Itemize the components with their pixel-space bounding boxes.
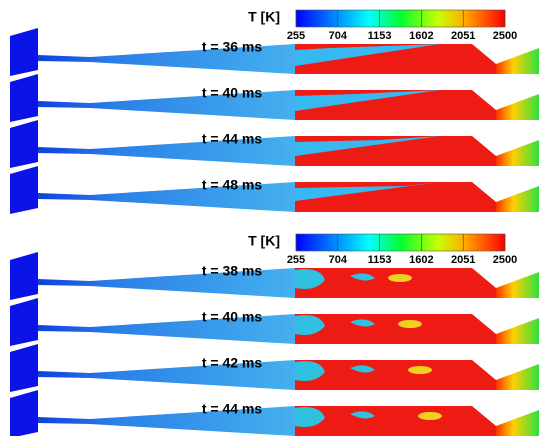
nozzle (496, 186, 539, 212)
simulation-frame: t = 44 ms (10, 390, 539, 436)
inlet (10, 166, 38, 214)
colorbar-title: T [K] (248, 9, 280, 25)
colorbar-tick-label: 2500 (493, 254, 517, 266)
inlet (10, 28, 38, 76)
frame-label: t = 44 ms (202, 401, 263, 417)
simulation-frame: t = 44 ms (10, 120, 539, 168)
chamber (295, 360, 496, 390)
frame-label: t = 48 ms (202, 177, 263, 193)
colorbar-title: T [K] (248, 233, 280, 249)
chamber (295, 406, 496, 436)
frame-label: t = 44 ms (202, 131, 263, 147)
flame-pocket (408, 366, 432, 374)
colorbar-tick-label: 2500 (493, 30, 517, 42)
inlet (10, 344, 38, 392)
nozzle (496, 94, 539, 120)
nozzle (496, 410, 539, 436)
colorbar-tick-label: 255 (287, 254, 305, 266)
colorbar (296, 10, 505, 27)
chamber (295, 268, 496, 298)
nozzle (496, 272, 539, 298)
chamber (295, 314, 496, 344)
frame-label: t = 36 ms (202, 39, 263, 55)
colorbar-tick-label: 1602 (409, 30, 433, 42)
nozzle (496, 364, 539, 390)
flame-pocket (388, 274, 412, 282)
simulation-frame: t = 40 ms (10, 74, 539, 122)
inlet (10, 252, 38, 300)
colorbar-tick-label: 1153 (368, 30, 392, 42)
nozzle (496, 140, 539, 166)
frame-label: t = 40 ms (202, 85, 263, 101)
colorbar-tick-label: 2051 (451, 254, 475, 266)
colorbar (296, 234, 505, 251)
colorbar-tick-label: 255 (287, 30, 305, 42)
nozzle (496, 48, 539, 74)
colorbar-tick-label: 1153 (368, 254, 392, 266)
frame-label: t = 42 ms (202, 355, 263, 371)
frame-label: t = 38 ms (202, 263, 263, 279)
flame-pocket (418, 412, 442, 420)
simulation-frame: t = 48 ms (10, 166, 539, 214)
inlet (10, 298, 38, 346)
flame-pocket (398, 320, 422, 328)
inlet (10, 74, 38, 122)
colorbar-tick-label: 704 (329, 30, 348, 42)
figure: T [K] 255 704 1153 1602 2051 2500 t = 36 ms t = … (0, 0, 539, 436)
simulation-frame: t = 40 ms (10, 298, 539, 346)
frame-label: t = 40 ms (202, 309, 263, 325)
simulation-frame: t = 42 ms (10, 344, 539, 392)
colorbar-tick-label: 704 (329, 254, 348, 266)
inlet (10, 120, 38, 168)
inlet (10, 390, 38, 436)
nozzle (496, 318, 539, 344)
colorbar-tick-label: 2051 (451, 30, 475, 42)
colorbar-tick-label: 1602 (409, 254, 433, 266)
